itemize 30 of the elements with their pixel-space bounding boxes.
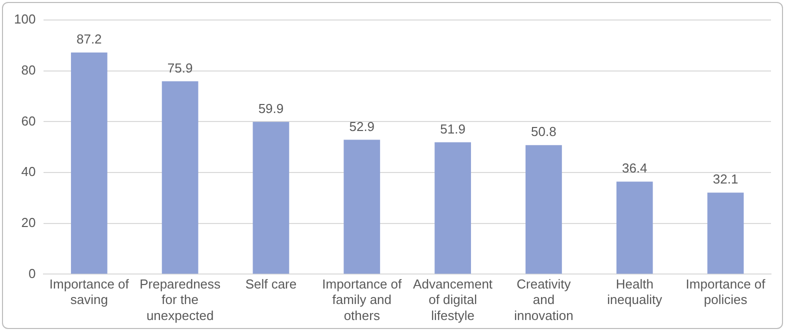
data-label: 50.8 (531, 124, 556, 140)
x-tick-label: Health inequality (607, 276, 663, 308)
bar (344, 140, 380, 274)
x-tick-label: Importance of family and others (322, 276, 402, 323)
data-label: 75.9 (167, 60, 193, 76)
bar (252, 122, 290, 274)
bar (707, 192, 744, 274)
bar (526, 145, 562, 274)
y-tick-label: 40 (21, 164, 36, 180)
x-tick-label: Importance of policies (686, 276, 766, 308)
y-tick-label: 60 (21, 113, 36, 128)
bar (162, 81, 198, 274)
y-tick-label: 0 (28, 266, 36, 281)
data-label: 51.9 (440, 121, 466, 136)
bar (434, 142, 471, 274)
data-label: 87.2 (76, 32, 102, 47)
y-tick-label: 20 (21, 214, 36, 230)
x-tick-label: Preparedness for the unexpected (140, 276, 222, 323)
x-tick-label: Self care (245, 276, 297, 292)
y-tick-label: 100 (14, 12, 36, 27)
x-tick-label: Advancement of digital lifestyle (413, 276, 493, 323)
bar (616, 182, 653, 274)
data-label: 52.9 (349, 118, 375, 134)
y-tick-label: 80 (21, 62, 36, 78)
data-label: 36.4 (622, 160, 648, 176)
x-tick-label: Importance of saving (49, 276, 130, 308)
data-label: 32.1 (712, 172, 738, 187)
data-label: 59.9 (258, 101, 284, 116)
x-tick-label: Creativity and innovation (514, 276, 574, 323)
bar (70, 52, 108, 274)
